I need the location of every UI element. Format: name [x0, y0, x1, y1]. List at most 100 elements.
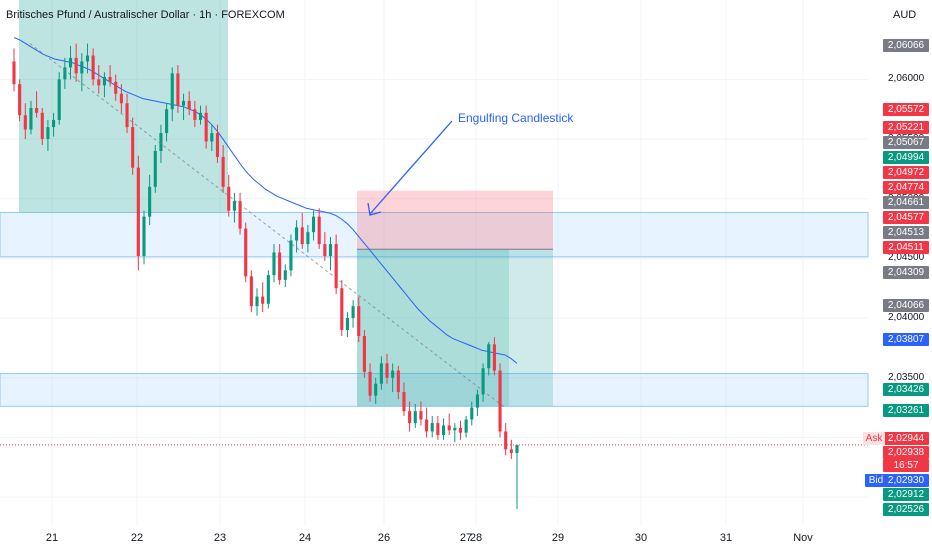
candle-body [18, 84, 22, 116]
candle-body [481, 368, 485, 395]
currency-label: AUD [893, 9, 917, 21]
time-axis-tick: 26 [377, 532, 391, 544]
price-axis-tick: 2,06000 [888, 73, 925, 85]
candle-body [453, 427, 457, 431]
candle-body [52, 119, 56, 128]
price-label: 2,03426 [883, 383, 929, 396]
candle-body [40, 112, 44, 140]
short-stop-area [357, 190, 553, 250]
candle-body [487, 344, 491, 369]
time-axis-tick: 21 [45, 532, 59, 544]
candle-body [63, 67, 67, 80]
candle-body [396, 370, 400, 393]
candle-body [362, 335, 366, 372]
candle-body [458, 427, 463, 433]
price-label: 2,04309 [883, 266, 929, 279]
candle-body [119, 93, 123, 104]
overlays-layer [0, 43, 868, 446]
time-axis-tick: 22 [130, 532, 144, 544]
time-axis-tick: 28 [469, 532, 483, 544]
price-label: 2,05572 [883, 103, 929, 116]
price-label: 2,04513 [883, 226, 929, 239]
candle-body [261, 296, 265, 304]
candle-body [300, 227, 304, 245]
support-zone [0, 373, 869, 407]
time-axis-tick: 24 [298, 532, 312, 544]
price-label: 2,04774 [883, 181, 929, 194]
candle-body [136, 167, 140, 257]
candle-body [419, 411, 423, 420]
candle-body [311, 216, 316, 233]
candle-body [125, 103, 129, 128]
candle-body [470, 407, 474, 420]
candle-body [210, 133, 214, 142]
candle-body [170, 73, 174, 110]
price-label: 2,03261 [883, 404, 929, 417]
moving-average-line [13, 37, 518, 364]
price-label: 2,02944 [883, 432, 929, 445]
candle-body [57, 79, 61, 120]
candle-body [102, 76, 106, 86]
candle-body [249, 276, 253, 307]
candle-body [323, 244, 327, 257]
price-label: 2,04661 [883, 196, 929, 209]
time-axis-tick: Nov [793, 532, 813, 544]
long-position-box [19, 0, 228, 213]
moving-average-layer [13, 37, 518, 364]
candle-body [413, 411, 417, 424]
price-label: 2,04972 [883, 166, 929, 179]
candle-body [374, 383, 378, 396]
candle-body [266, 275, 270, 304]
engulfing-annotation[interactable]: Engulfing Candlestick [458, 111, 574, 125]
price-label: 2,05221 [883, 121, 929, 134]
candle-body [91, 55, 95, 80]
candle-body [295, 227, 299, 241]
candle-body [340, 288, 344, 331]
candle-body [238, 201, 242, 229]
time-axis-tick: 23 [213, 532, 227, 544]
candle-body [131, 127, 135, 168]
time-axis-tick: 30 [634, 532, 648, 544]
candle-body [504, 431, 508, 450]
trend-dashed-line [29, 43, 506, 408]
price-label: 2,02938 [883, 446, 929, 459]
annotation-arrowhead [367, 202, 382, 216]
candle-body [379, 363, 383, 384]
candle-body [255, 296, 259, 307]
candle-body [244, 228, 248, 277]
candle-body [436, 423, 440, 436]
candle-body [181, 100, 186, 106]
candle-body [475, 394, 479, 408]
candle-body [232, 201, 236, 211]
price-axis-tick: 2,03500 [888, 371, 925, 383]
price-label: 2,04577 [883, 211, 929, 224]
candle-body [272, 252, 276, 276]
candle-body [176, 73, 180, 106]
candle-body [74, 57, 78, 74]
price-label: 2,05067 [883, 136, 929, 149]
price-label: 2,03807 [883, 333, 929, 346]
candle-body [204, 112, 208, 142]
candle-body [368, 371, 372, 396]
candle-body [441, 425, 446, 436]
short-filled-area [357, 249, 509, 407]
candle-body [80, 61, 84, 74]
annotation-arrow [369, 120, 453, 215]
candle-body [515, 444, 519, 453]
candle-body [153, 150, 157, 187]
time-axis-tick: 29 [551, 532, 565, 544]
candle-body [97, 79, 101, 86]
candle-body [289, 240, 293, 271]
candle-body [227, 186, 231, 211]
price-label: 2,04511 [883, 241, 929, 254]
candle-body [317, 216, 321, 245]
candle-body [283, 270, 287, 280]
grid-lines [0, 0, 868, 525]
zones-layer [0, 0, 869, 407]
countdown-label: 16:57 [883, 459, 929, 472]
candle-body [159, 133, 163, 151]
candle-body [108, 76, 112, 82]
candle-body [345, 318, 350, 331]
candle-body [306, 232, 310, 245]
